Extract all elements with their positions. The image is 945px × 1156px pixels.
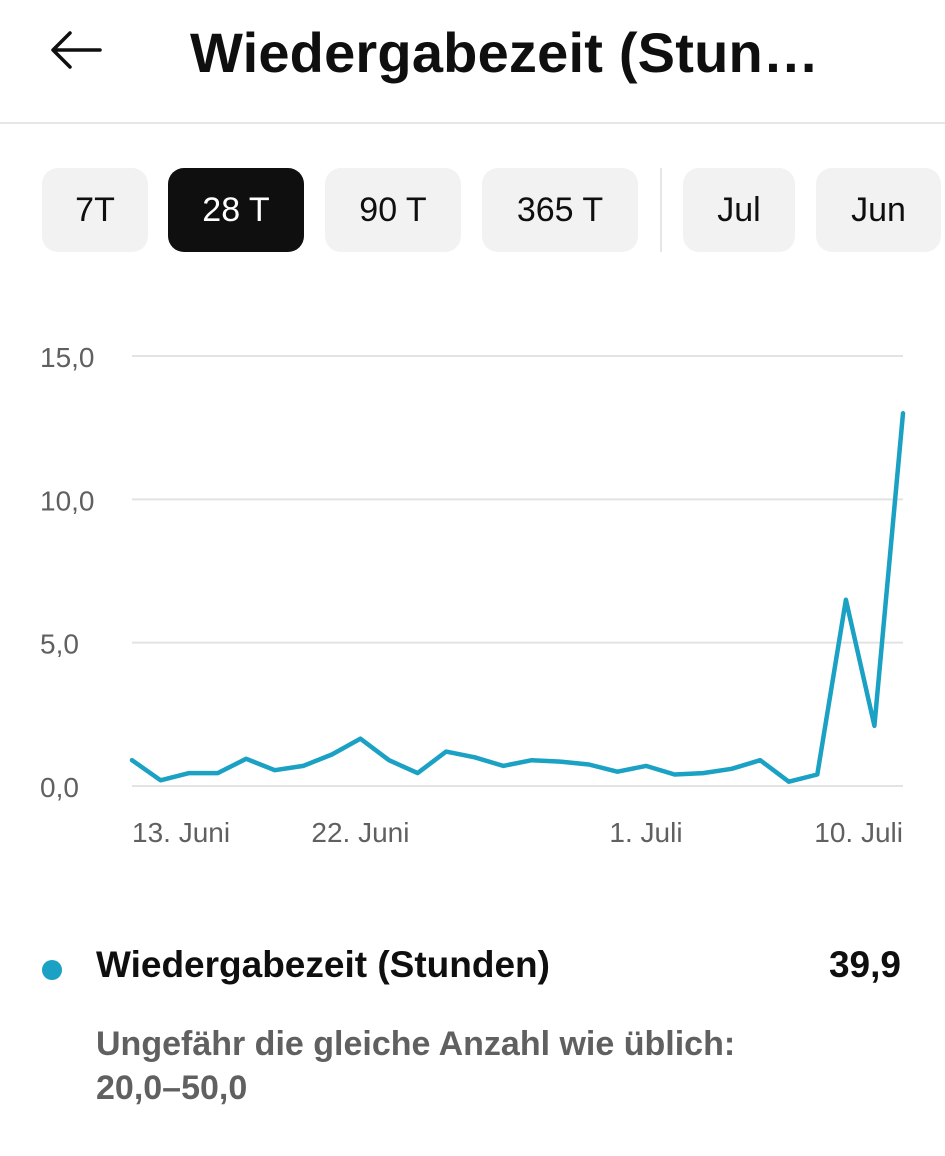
x-tick-label: 1. Juli [609, 817, 682, 848]
y-tick-label: 10,0 [40, 485, 95, 516]
arrow-left-icon [51, 31, 102, 69]
x-tick-label: 13. Juni [132, 817, 230, 848]
metric-name: Wiedergabezeit (Stunden) [96, 944, 550, 985]
chip-month-jun[interactable]: Jun [816, 168, 941, 252]
watch-time-series-line [129, 411, 906, 784]
chip-365-days[interactable]: 365 T [482, 168, 638, 252]
chip-28-days[interactable]: 28 T [168, 168, 304, 252]
chip-7-days[interactable]: 7T [42, 168, 148, 252]
chip-month-jul[interactable]: Jul [683, 168, 795, 252]
back-button[interactable] [44, 22, 108, 78]
y-tick-label: 5,0 [40, 629, 79, 660]
y-tick-label: 0,0 [40, 772, 79, 803]
period-chips: 7T 28 T 90 T 365 T Jul Jun [0, 168, 945, 254]
watch-time-chart: 15,0 10,0 5,0 0,0 13. Juni 22. Juni 1. Juli 10.… [40, 342, 906, 848]
y-tick-label: 15,0 [40, 342, 95, 373]
metric-value: 39,9 [828, 944, 901, 985]
x-tick-label: 10. Juli [814, 817, 903, 848]
chip-divider [660, 168, 662, 252]
page-title: Wiedergabezeit (Stun… [190, 21, 820, 84]
legend-dot [42, 960, 62, 980]
app-header: Wiedergabezeit (Stun… [0, 0, 945, 124]
metric-note: Ungefähr die gleiche Anzahl wie üblich: … [96, 1025, 736, 1107]
chip-90-days[interactable]: 90 T [325, 168, 461, 252]
x-tick-label: 22. Juni [311, 817, 409, 848]
